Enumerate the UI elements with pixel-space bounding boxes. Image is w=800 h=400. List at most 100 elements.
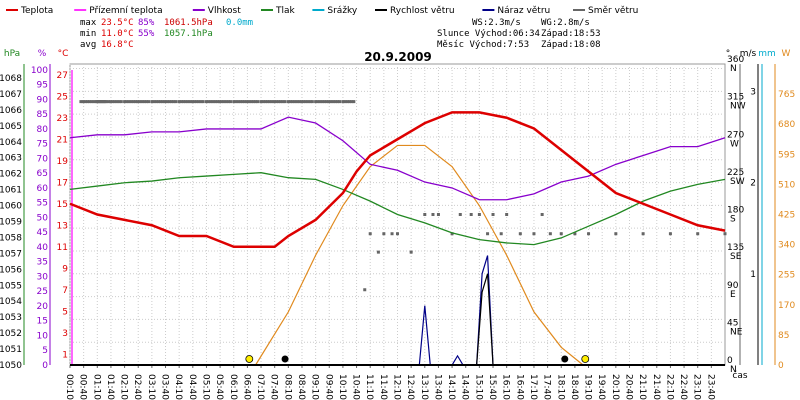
pressure-line: [69, 172, 726, 246]
x-tick-label: 00:40: [78, 374, 88, 400]
x-tick-label: 04:10: [173, 374, 183, 400]
wind-direction-point: [286, 100, 290, 104]
axes: hPa % °C ° m/s mm W čas 00:10 00:40 01:10 0…: [0, 49, 795, 400]
sun-tick-label: 425: [778, 211, 795, 221]
wind-direction-point: [251, 100, 255, 104]
press-tick-label: 1068: [0, 74, 22, 84]
hum-tick-label: 0: [42, 361, 48, 371]
x-tick-label: 17:10: [528, 374, 538, 400]
x-tick-label: 07:40: [269, 374, 279, 400]
x-tick-label: 09:40: [323, 374, 333, 400]
dir-tick-label: 360: [727, 55, 744, 65]
x-tick-label: 18:40: [569, 374, 579, 400]
wind-direction-point: [138, 100, 142, 104]
wind-direction-point: [272, 100, 276, 104]
legend-label: Vlhkost: [208, 6, 241, 16]
x-tick-label: 03:40: [160, 374, 170, 400]
wind-direction-point: [295, 100, 299, 104]
wind-direction-point: [199, 100, 203, 104]
wind-direction-point: [179, 100, 183, 104]
wind-direction-point: [134, 100, 137, 104]
hum-tick-label: 20: [37, 302, 49, 312]
wind-direction-point: [279, 100, 283, 104]
x-tick-label: 02:10: [119, 374, 129, 400]
wind-direction-point: [111, 100, 115, 104]
x-tick-label: 05:10: [200, 374, 210, 400]
wind-direction-point: [308, 100, 312, 104]
wind-direction-point: [211, 100, 215, 104]
hum-tick-label: 35: [37, 258, 48, 268]
sun-tick-label: 255: [778, 271, 795, 281]
wind-direction-point: [335, 100, 339, 104]
wind-direction-point: [297, 100, 301, 104]
x-tick-label: 10:40: [351, 374, 361, 400]
legend-label: Přízemní teplota: [89, 6, 162, 16]
wind-direction-point: [614, 232, 618, 236]
wind-direction-point: [102, 100, 106, 104]
wind-direction-point: [224, 100, 228, 104]
temp-tick-label: 9: [62, 264, 68, 274]
rain-unit: mm: [758, 49, 776, 59]
wind-direction-point: [261, 100, 265, 104]
wind-direction-point: [170, 100, 174, 104]
wind-direction-point: [88, 100, 92, 104]
press-tick-label: 1052: [0, 329, 22, 339]
wind-direction-point: [347, 100, 351, 104]
x-tick-label: 09:10: [310, 374, 320, 400]
wind-direction-point: [320, 100, 324, 104]
wind-direction-point: [83, 100, 87, 104]
wind-direction-point: [263, 100, 267, 104]
legend-label: Rychlost větru: [390, 6, 455, 16]
press-tick-label: 1065: [0, 122, 22, 132]
wind-direction-point: [125, 100, 129, 104]
dir-tick-label: 270: [727, 130, 744, 140]
dir-tick-label: NW: [730, 102, 746, 112]
wind-direction-point: [165, 100, 169, 104]
wind-direction-point: [409, 250, 413, 254]
wind-direction-point: [204, 100, 208, 104]
wind-direction-point: [218, 100, 222, 104]
wind-direction-point: [140, 100, 144, 104]
wind-direction-point: [341, 100, 345, 104]
wind-direction-point: [368, 232, 372, 236]
wind-direction-point: [436, 213, 440, 216]
wind-direction-point: [270, 100, 274, 104]
x-tick-label: 13:40: [432, 374, 442, 400]
wind-direction-point: [266, 100, 270, 104]
wind-direction-point: [431, 213, 435, 216]
hum-tick-label: 65: [37, 169, 48, 179]
wind-tick-label: 2: [750, 179, 756, 189]
hum-tick-label: 70: [37, 154, 49, 164]
wind-direction-point: [106, 100, 110, 104]
wind-direction-point: [696, 232, 700, 236]
x-tick-label: 08:40: [296, 374, 306, 400]
x-tick-label: 23:40: [705, 374, 715, 400]
wind-direction-point: [150, 100, 154, 104]
wind-direction-point: [215, 100, 219, 104]
dir-tick-label: 45: [727, 318, 738, 328]
wind-direction-point: [486, 232, 490, 236]
wind-direction-point: [167, 100, 171, 104]
stats-sun-set: Západ:18:53: [541, 29, 601, 39]
wind-direction-point: [100, 100, 104, 104]
wind-direction-point: [350, 100, 354, 104]
wind-direction-point: [338, 100, 342, 104]
legend-label: Teplota: [20, 6, 53, 16]
wind-direction-point: [131, 100, 135, 104]
plot-area: [69, 63, 727, 366]
press-tick-label: 1063: [0, 154, 22, 164]
wind-direction-point: [159, 100, 163, 104]
dir-tick-label: E: [730, 290, 736, 300]
hum-tick-label: 60: [37, 184, 49, 194]
press-tick-label: 1050: [0, 361, 22, 371]
wind-direction-point: [161, 100, 165, 104]
x-tick-label: 12:40: [405, 374, 415, 400]
wind-unit: m/s: [740, 49, 757, 59]
wind-direction-point: [316, 100, 320, 104]
stats-max-press: 1061.5hPa: [164, 18, 213, 28]
wind-direction-point: [314, 100, 318, 104]
wind-direction-point: [190, 100, 194, 104]
hum-tick-label: 45: [37, 228, 48, 238]
wind-direction-point: [129, 100, 133, 104]
x-tick-label: 16:40: [514, 374, 524, 400]
